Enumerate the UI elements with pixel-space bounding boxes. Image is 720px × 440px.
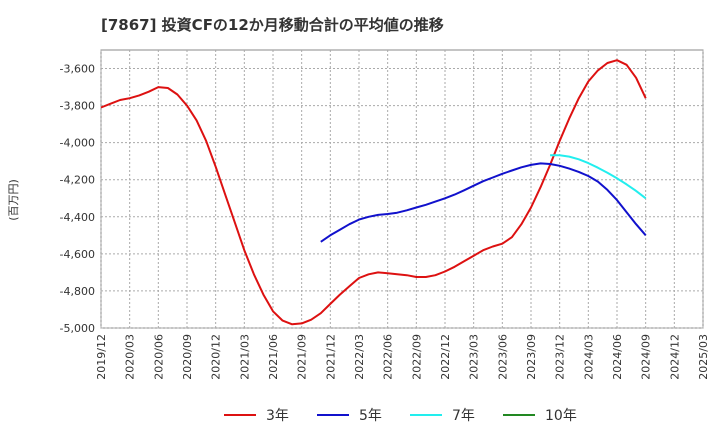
x-tick-label: 2021/09 <box>296 334 309 380</box>
series-line-1 <box>100 59 647 326</box>
x-axis-ticks: 2019/12 2020/03 2020/06 2020/09 2020/12 2021/… <box>95 334 710 380</box>
x-tick-label: 2022/06 <box>382 334 395 380</box>
x-tick-label: 2023/09 <box>525 334 538 380</box>
y-tick-label: -4,600 <box>60 248 95 261</box>
x-tick-label: 2020/06 <box>152 334 165 380</box>
y-tick-label: -4,000 <box>60 137 95 150</box>
x-tick-label: 2024/06 <box>611 334 624 380</box>
series-lines <box>100 59 647 326</box>
x-tick-label: 2022/03 <box>353 334 366 380</box>
x-tick-label: 2021/06 <box>267 334 280 380</box>
x-tick-label: 2023/12 <box>554 334 567 380</box>
legend-label: 3年 <box>266 408 289 424</box>
chart-title: [7867] 投資CFの12か月移動合計の平均値の推移 <box>101 16 444 34</box>
legend-label: 5年 <box>359 408 382 424</box>
x-tick-label: 2022/12 <box>439 334 452 380</box>
y-tick-label: -3,800 <box>60 100 95 113</box>
legend: 3年 5年 7年 10年 <box>224 408 577 424</box>
x-tick-label: 2024/09 <box>640 334 653 380</box>
series-line-2 <box>320 162 647 243</box>
x-tick-label: 2020/12 <box>210 334 223 380</box>
x-tick-label: 2021/03 <box>238 334 251 380</box>
x-tick-label: 2020/09 <box>181 334 194 380</box>
grid-lines <box>100 50 704 329</box>
y-tick-label: -4,800 <box>60 285 95 298</box>
plot-area <box>100 49 704 329</box>
legend-label: 10年 <box>545 408 577 424</box>
x-tick-label: 2023/03 <box>468 334 481 380</box>
x-tick-label: 2019/12 <box>95 334 108 380</box>
x-tick-label: 2022/09 <box>410 334 423 380</box>
y-tick-label: -4,200 <box>60 174 95 187</box>
y-axis-ticks: -5,000 -4,800 -4,600 -4,400 -4,200 -4,000 -3,8… <box>60 63 95 335</box>
x-tick-label: 2024/12 <box>668 334 681 380</box>
x-tick-label: 2021/12 <box>324 334 337 380</box>
series-line-3 <box>550 154 647 200</box>
y-tick-label: -4,400 <box>60 211 95 224</box>
x-tick-label: 2024/03 <box>582 334 595 380</box>
plot-frame <box>100 49 704 329</box>
legend-label: 7年 <box>452 408 475 424</box>
y-tick-label: -5,000 <box>60 322 95 335</box>
x-tick-label: 2025/03 <box>697 334 710 380</box>
y-tick-label: -3,600 <box>60 63 95 76</box>
x-tick-label: 2020/03 <box>124 334 137 380</box>
x-tick-label: 2023/06 <box>496 334 509 380</box>
y-axis-label: (百万円) <box>7 179 20 221</box>
